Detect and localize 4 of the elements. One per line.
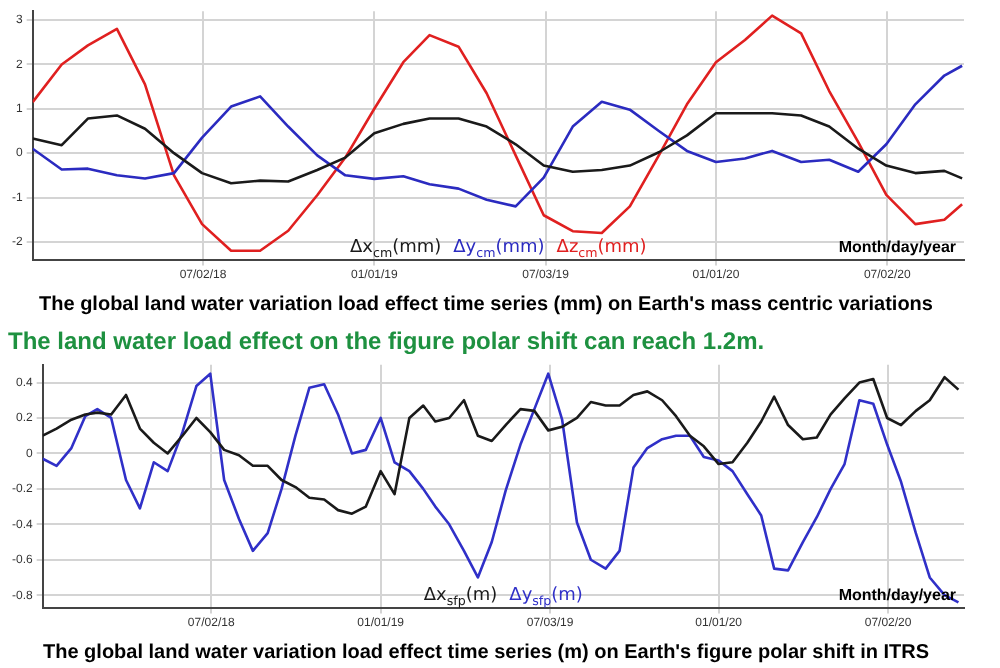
text: The global land water variation load effect time series (m) on Earth's figure polar shift in ITRS — [42, 641, 930, 664]
chart-subtitle: The land water load effect on the figure polar shift can reach 1.2m. — [8, 327, 765, 356]
text: The global land water variation load effect time series (mm) on Earth's mass centric variations — [39, 293, 934, 316]
x-axis-title: Month/day/year — [838, 237, 957, 256]
